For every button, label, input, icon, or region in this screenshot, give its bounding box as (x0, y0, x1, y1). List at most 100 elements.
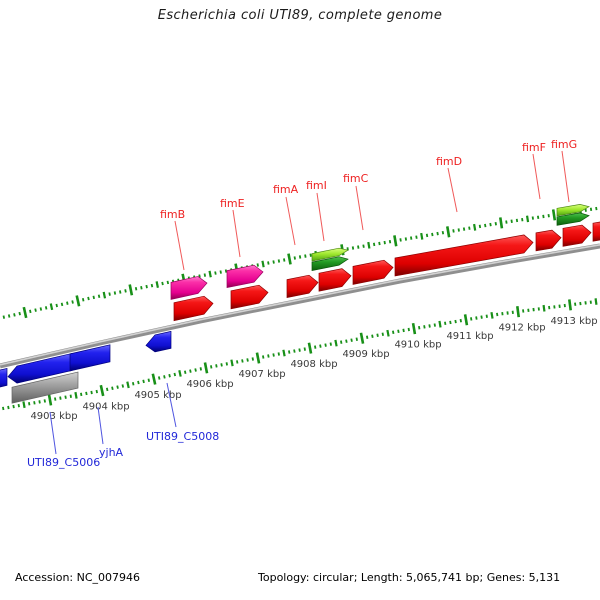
ruler-tick (111, 386, 114, 391)
ruler-tick (319, 344, 322, 348)
gene-fimD[interactable] (394, 234, 534, 277)
ruler-tick (468, 226, 471, 230)
ruler-tick (74, 391, 78, 399)
gene-fimE[interactable] (230, 284, 269, 310)
ruler-tick (589, 300, 592, 304)
gene-label-fimE[interactable]: fimE (220, 197, 245, 210)
ruler-tick (203, 273, 207, 277)
gene-label-fimF[interactable]: fimF (522, 141, 546, 154)
ruler-tick (113, 291, 117, 295)
gene-fimF[interactable] (535, 229, 562, 252)
ruler-tick (255, 352, 261, 364)
gene-label-yjhA[interactable]: yjhA (99, 446, 124, 459)
ruler-tick (388, 239, 392, 244)
ruler-tick (527, 308, 530, 313)
ruler-tick (454, 319, 457, 324)
ruler-tick (478, 224, 482, 229)
ruler-tick (420, 232, 424, 240)
leader-line (49, 411, 57, 455)
ruler-tick (423, 325, 426, 329)
ruler-tick (236, 360, 239, 364)
gene-fimB-regulator[interactable] (170, 276, 208, 300)
ruler-tick (418, 326, 421, 330)
ruler-tick (183, 370, 187, 375)
ruler-tick (459, 318, 462, 323)
ruler-tick (28, 402, 31, 406)
ruler-tick (415, 235, 418, 239)
ruler-tick (506, 311, 509, 315)
gene-yjhA[interactable] (69, 344, 111, 372)
accession-text: Accession: NC_007946 (15, 571, 141, 584)
ruler-tick (446, 226, 451, 238)
ruler-tick (484, 223, 487, 228)
ruler-tick (33, 401, 36, 405)
ruler-tick (283, 258, 286, 262)
gene-fimC[interactable] (352, 259, 394, 285)
gene-fimG[interactable] (562, 224, 592, 247)
ruler-tick (282, 349, 286, 357)
ruler-tick (49, 303, 54, 311)
ruler-tick (334, 339, 338, 347)
ruler-tick (7, 314, 11, 318)
gene-fimB[interactable] (173, 295, 214, 322)
gene-label-fimG[interactable]: fimG (551, 138, 577, 151)
gene-UTI89_C5006[interactable] (11, 371, 79, 404)
green-feature-fimA-top[interactable] (311, 247, 349, 262)
ruler-tick (38, 400, 41, 404)
ruler-tick (351, 246, 355, 250)
ruler-label: 4904 kbp (82, 402, 129, 413)
ruler-tick (438, 320, 442, 328)
leader-line (97, 406, 104, 445)
ruler-tick (372, 242, 376, 247)
gene-fimE-regulator[interactable] (226, 264, 264, 289)
ruler-tick (230, 359, 234, 367)
ruler-tick (44, 306, 48, 310)
ruler-tick (383, 240, 386, 245)
gene-fimI[interactable] (318, 268, 352, 292)
genome-backbone (0, 243, 600, 369)
green-feature-fimA-bottom[interactable] (311, 256, 349, 272)
gene-label-fimA[interactable]: fimA (273, 183, 299, 196)
ruler-tick (173, 372, 177, 377)
gene-label-UTI89_C5006[interactable]: UTI89_C5006 (27, 456, 100, 469)
ruler-tick (345, 339, 348, 343)
gene-label-fimC[interactable]: fimC (343, 172, 369, 185)
ruler-tick (399, 238, 402, 242)
ruler-tick (516, 306, 520, 318)
ruler-tick (261, 260, 265, 268)
gene-label-fimI[interactable]: fimI (306, 179, 327, 192)
gene-label-fimB[interactable]: fimB (160, 208, 185, 221)
ruler-tick (277, 259, 281, 263)
ruler-tick (128, 284, 134, 296)
ruler-label: 4909 kbp (342, 349, 389, 360)
ruler-tick (449, 320, 452, 325)
leader-line (532, 153, 541, 200)
ruler-tick (489, 222, 492, 227)
gene-right-partial[interactable] (592, 221, 600, 242)
gene-labels: fimB fimE fimA fimI fimC fimD fimF fimG UTI89_C5… (27, 138, 577, 469)
ruler-tick (220, 363, 223, 367)
ruler-tick (537, 307, 540, 311)
gene-left-partial[interactable] (0, 367, 8, 388)
ruler-tick (140, 285, 143, 290)
ruler-tick (267, 261, 270, 265)
gene-label-fimD[interactable]: fimD (436, 155, 462, 168)
ruler-tick (362, 244, 365, 248)
ruler-tick (425, 233, 429, 238)
green-feature-fimG-bottom[interactable] (556, 212, 590, 226)
ruler-tick (288, 350, 291, 354)
ruler-tick (436, 231, 439, 236)
ruler-tick (359, 332, 365, 344)
ruler-tick (531, 216, 534, 220)
ruler-tick (594, 298, 598, 305)
ruler-tick (329, 342, 332, 346)
ruler-tick (355, 337, 358, 341)
gene-label-UTI89_C5008[interactable]: UTI89_C5008 (146, 430, 219, 443)
green-feature-fimG-top[interactable] (556, 204, 590, 217)
gene-fimA[interactable] (286, 274, 319, 299)
leader-line (232, 209, 241, 258)
gene-UTI89_C5008[interactable] (145, 330, 172, 353)
ruler-tick (22, 401, 26, 409)
ruler-tick (494, 221, 497, 226)
